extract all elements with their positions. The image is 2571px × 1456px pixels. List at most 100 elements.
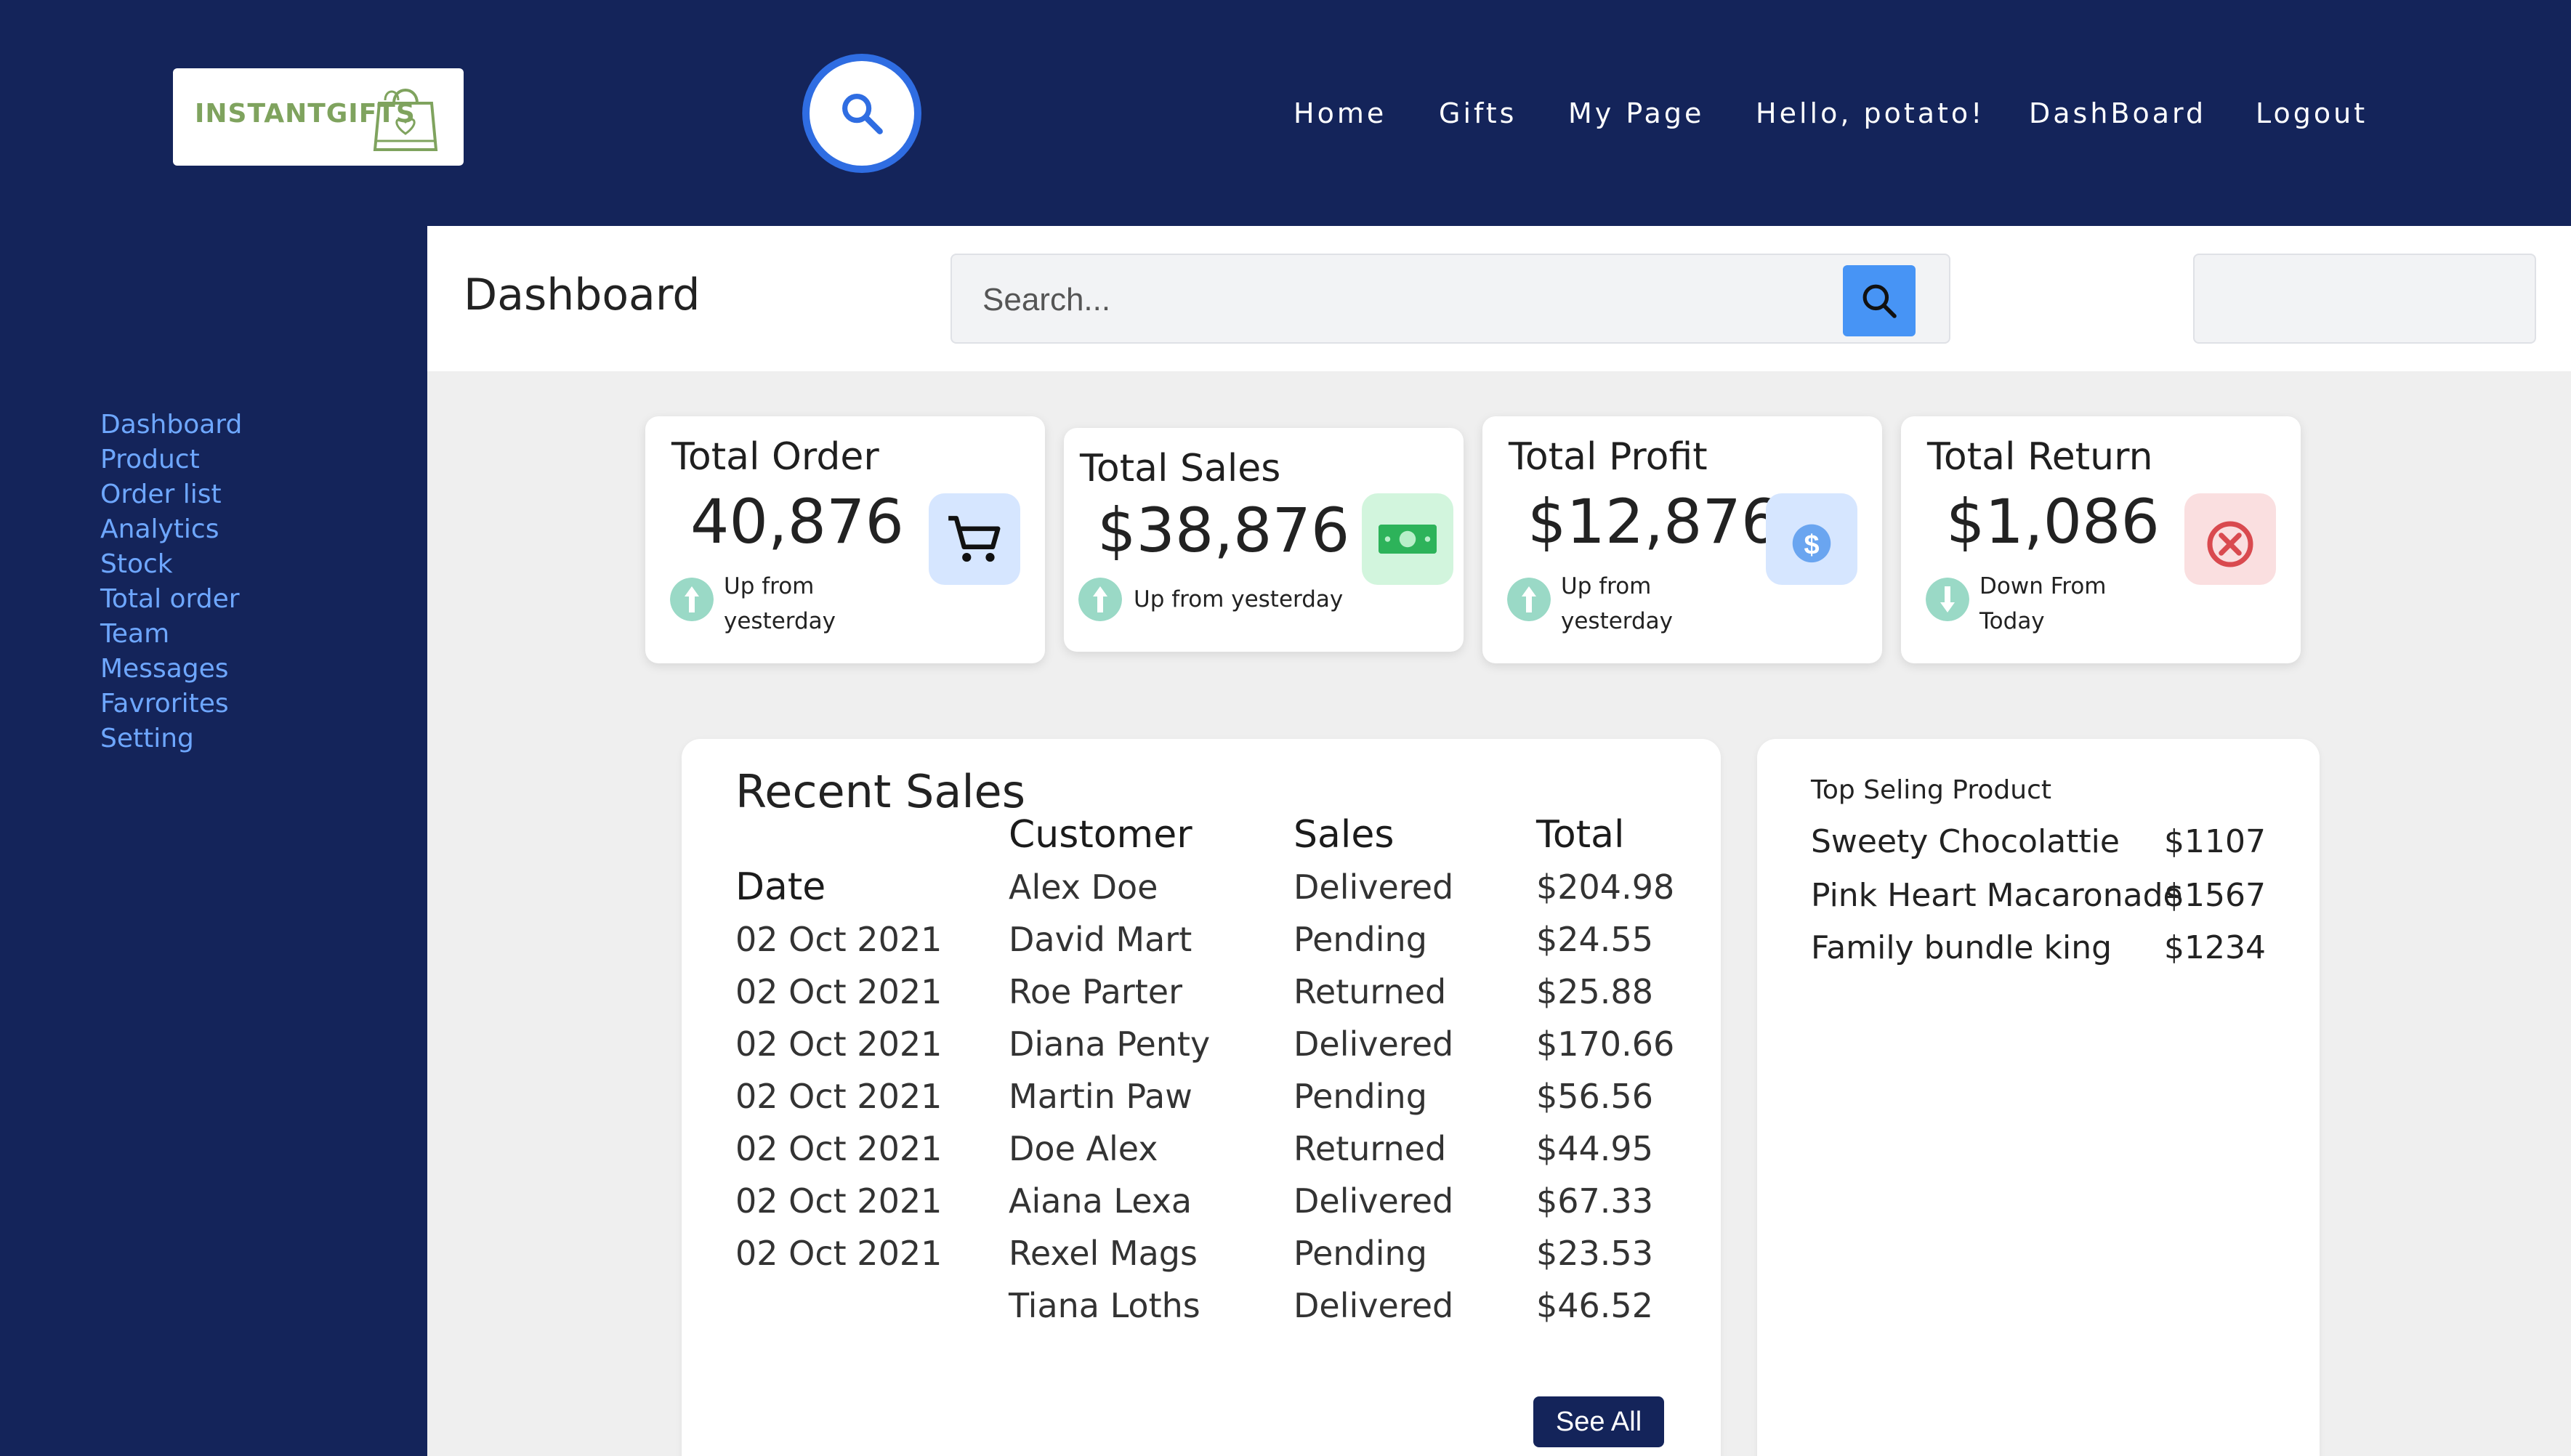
nav-dashboard[interactable]: DashBoard [2029,97,2207,129]
nav-home[interactable]: Home [1293,97,1387,129]
table-cell-total: $56.56 [1536,1077,1653,1116]
product-name: Family bundle king [1811,929,2112,966]
sidebar: Dashboard Product Order list Analytics S… [0,226,427,1456]
stat-icon-box [929,493,1020,585]
x-circle-icon [2207,521,2253,567]
table-cell-status: Delivered [1293,1286,1454,1325]
sales-column: Sales Delivered Pending Returned Deliver… [1293,809,1453,1332]
table-cell-status: Pending [1293,1077,1427,1116]
stat-card-total-return: Total Return $1,086 Down From Today [1901,416,2301,663]
sidebar-item-favorites[interactable]: Favrorites [100,689,229,719]
stat-note: Up from yesterday [1134,582,1343,617]
nav-hello-user[interactable]: Hello, potato! [1756,97,1985,129]
arrow-up-icon [1078,578,1122,621]
recent-sales-title: Recent Sales [735,765,1026,818]
nav-my-page[interactable]: My Page [1568,97,1705,129]
product-name: Sweety Chocolattie [1811,823,2120,860]
sidebar-item-stock[interactable]: Stock [100,549,173,579]
table-cell-status: Delivered [1293,1181,1454,1221]
stat-note: Up from yesterday [724,569,836,639]
stat-value: $12,876 [1527,486,1780,557]
header-total: Total [1536,813,1625,857]
stat-title: Total Sales [1080,447,1281,490]
stat-icon-box [2184,493,2276,585]
stat-value: 40,876 [690,486,904,557]
table-cell-date: 02 Oct 2021 [735,920,943,959]
nav-logout[interactable]: Logout [2256,97,2368,129]
table-cell-status: Pending [1293,1234,1427,1273]
date-column: Date 02 Oct 2021 02 Oct 2021 02 Oct 2021… [735,861,942,1279]
stat-icon-box: $ [1766,493,1857,585]
table-cell-customer: David Mart [1009,920,1192,959]
logo[interactable]: INSTANTGIFTS [173,68,464,166]
dashboard-header: Dashboard [427,226,2571,371]
stat-note-line-1: Down From [1979,573,2107,599]
money-icon [1379,525,1437,554]
dollar-icon: $ [1792,524,1831,563]
sidebar-item-total-order[interactable]: Total order [100,584,240,614]
stat-card-total-sales: Total Sales $38,876 Up from yesterday [1064,428,1464,652]
table-cell-customer: Martin Paw [1009,1077,1192,1116]
table-cell-date: 02 Oct 2021 [735,1234,943,1273]
table-cell-status: Delivered [1293,867,1454,907]
top-navbar: INSTANTGIFTS Home Gifts My Page Hello, p… [0,0,2571,226]
sidebar-item-team[interactable]: Team [100,619,170,649]
header-date: Date [735,865,826,909]
sidebar-item-product[interactable]: Product [100,445,200,474]
table-cell-status: Pending [1293,920,1427,959]
header-empty-box[interactable] [2193,254,2536,344]
stat-value: $38,876 [1097,495,1350,566]
page-title: Dashboard [464,270,701,320]
product-price: $1107 [2164,823,2266,860]
stat-title: Total Return [1927,435,2153,479]
table-cell-status: Returned [1293,1129,1447,1168]
sidebar-item-dashboard[interactable]: Dashboard [100,410,243,440]
table-cell-customer: Rexel Mags [1009,1234,1198,1273]
search-bar [950,254,1950,344]
table-cell-total: $44.95 [1536,1129,1653,1168]
search-icon [1862,284,1897,318]
product-price: $1567 [2164,877,2266,914]
stat-note-line-1: Up from [724,573,815,599]
sidebar-item-analytics[interactable]: Analytics [100,514,219,544]
product-price: $1234 [2164,929,2266,966]
nav-gifts[interactable]: Gifts [1439,97,1517,129]
stat-note-line-2: yesterday [724,608,836,634]
sidebar-item-messages[interactable]: Messages [100,654,229,684]
stat-note-line-2: yesterday [1561,608,1674,634]
table-cell-total: $24.55 [1536,920,1653,959]
gift-bag-icon [373,89,438,151]
stat-note: Up from yesterday [1561,569,1673,639]
table-cell-date: 02 Oct 2021 [735,972,943,1011]
stat-title: Total Profit [1509,435,1708,479]
header-customer: Customer [1009,813,1192,857]
sidebar-item-setting[interactable]: Setting [100,724,194,753]
main-content: Dashboard Total Order 40,876 Up from yes… [427,226,2571,1456]
product-name: Pink Heart Macaronade [1811,877,2183,914]
svg-text:$: $ [1804,530,1819,560]
search-circle-button[interactable] [802,54,921,173]
stat-note-line-1: Up from yesterday [1134,586,1344,612]
arrow-down-icon [1926,578,1969,621]
stat-card-total-order: Total Order 40,876 Up from yesterday [645,416,1045,663]
table-cell-date: 02 Oct 2021 [735,1181,943,1221]
table-cell-customer: Roe Parter [1009,972,1182,1011]
table-cell-customer: Aiana Lexa [1009,1181,1192,1221]
top-selling-title: Top Seling Product [1811,775,2051,805]
stat-card-total-profit: Total Profit $12,876 Up from yesterday $ [1482,416,1882,663]
sidebar-item-order-list[interactable]: Order list [100,480,222,509]
table-cell-customer: Tiana Loths [1009,1286,1200,1325]
table-cell-customer: Diana Penty [1009,1024,1211,1064]
total-column: Total $204.98 $24.55 $25.88 $170.66 $56.… [1536,809,1674,1332]
search-button[interactable] [1843,265,1916,336]
search-input[interactable] [981,274,1820,326]
table-cell-date: 02 Oct 2021 [735,1024,943,1064]
customer-column: Customer Alex Doe David Mart Roe Parter … [1009,809,1210,1332]
table-cell-total: $204.98 [1536,867,1675,907]
table-cell-total: $170.66 [1536,1024,1675,1064]
stat-note-line-1: Up from [1561,573,1652,599]
see-all-button[interactable]: See All [1533,1396,1664,1447]
stat-icon-box [1362,493,1453,585]
table-cell-total: $23.53 [1536,1234,1653,1273]
table-cell-total: $46.52 [1536,1286,1653,1325]
